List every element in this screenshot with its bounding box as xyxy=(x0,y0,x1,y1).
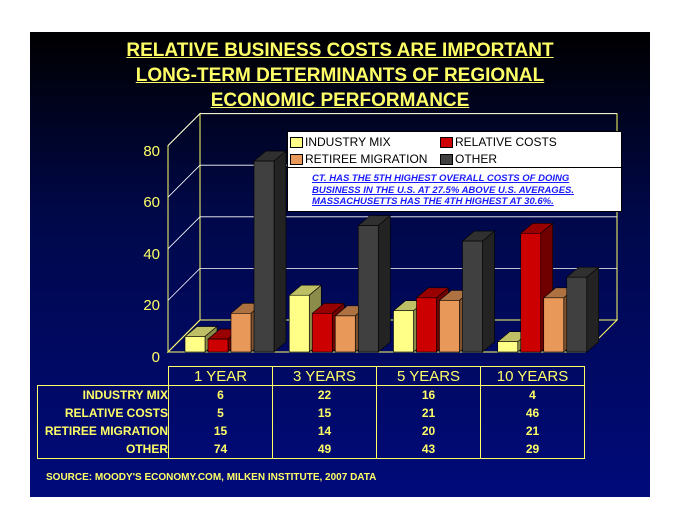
category-label: 3 YEARS xyxy=(272,366,377,386)
category-label: 1 YEAR xyxy=(168,366,273,386)
legend-item: INDUSTRY MIX xyxy=(290,135,391,149)
bar-other xyxy=(253,160,275,353)
gridline xyxy=(167,216,617,250)
y-tick: 20 xyxy=(143,297,160,314)
slide: RELATIVE BUSINESS COSTS ARE IMPORTANT LO… xyxy=(30,32,650,497)
bar-side xyxy=(273,150,287,353)
y-tick: 80 xyxy=(143,143,160,160)
title-line-2: LONG-TERM DETERMINANTS OF REGIONAL xyxy=(135,65,545,86)
bar-retiree-migration xyxy=(543,297,565,353)
annotation-note: CT. HAS THE 5TH HIGHEST OVERALL COSTS OF… xyxy=(312,173,575,207)
bar-retiree-migration xyxy=(334,315,356,353)
bar-retiree-migration xyxy=(230,312,252,353)
bar-side xyxy=(482,230,495,353)
bar-chart-3d xyxy=(166,112,619,354)
bar-industry-mix xyxy=(288,294,310,353)
legend-item: OTHER xyxy=(440,152,497,166)
table-row: RELATIVE COSTS 5 15 21 46 xyxy=(37,404,585,422)
bar-relative-costs xyxy=(311,312,333,353)
bar-industry-mix xyxy=(393,310,414,353)
bar-relative-costs xyxy=(520,233,542,353)
category-label: 10 YEARS xyxy=(480,366,585,386)
y-tick: 0 xyxy=(151,349,160,366)
legend-item: RELATIVE COSTS xyxy=(440,135,557,149)
table-row: RETIREE MIGRATION 15 14 20 21 xyxy=(37,422,585,440)
bar-industry-mix xyxy=(497,341,519,353)
bar-other xyxy=(566,276,588,353)
bar-relative-costs xyxy=(207,338,229,353)
legend-item: RETIREE MIGRATION xyxy=(290,152,427,166)
y-tick: 60 xyxy=(143,194,160,211)
title-line-3: ECONOMIC PERFORMANCE xyxy=(210,90,470,111)
gridline xyxy=(167,113,617,146)
bar-other xyxy=(462,240,483,353)
y-tick: 40 xyxy=(143,246,160,263)
title-line-1: RELATIVE BUSINESS COSTS ARE IMPORTANT xyxy=(126,40,554,61)
bar-other xyxy=(357,225,379,353)
bar-relative-costs xyxy=(416,297,437,353)
table-row: INDUSTRY MIX 6 22 16 4 xyxy=(37,385,585,404)
bar-side xyxy=(586,266,600,353)
table-row: OTHER 74 49 43 29 xyxy=(37,440,585,459)
legend: INDUSTRY MIX RELATIVE COSTS RETIREE MIGR… xyxy=(287,131,622,212)
bar-industry-mix xyxy=(184,336,206,353)
data-table: 1 YEAR 3 YEARS 5 YEARS 10 YEARS INDUSTRY… xyxy=(37,366,585,459)
category-label: 5 YEARS xyxy=(376,366,481,386)
bar-side xyxy=(377,214,391,353)
source-note: SOURCE: MOODY'S ECONOMY.COM, MILKEN INST… xyxy=(46,472,377,483)
bar-retiree-migration xyxy=(439,300,460,353)
